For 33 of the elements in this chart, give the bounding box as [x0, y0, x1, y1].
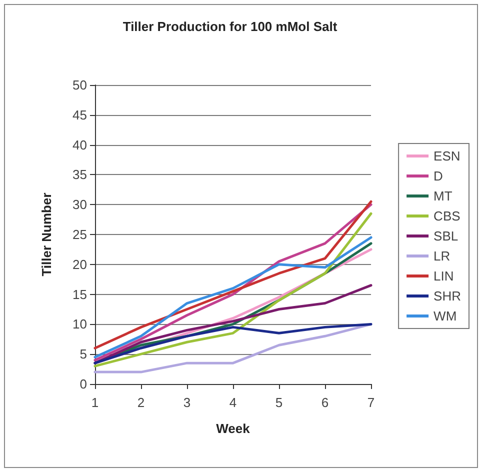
- line-series: [94, 322, 372, 374]
- legend-label: ESN: [434, 148, 460, 164]
- x-axis-title: Week: [216, 421, 251, 436]
- legend-label: MT: [434, 188, 452, 204]
- x-tick-label: 7: [367, 395, 375, 410]
- x-tick-label: 5: [275, 395, 283, 410]
- y-tick-label: 35: [72, 167, 87, 182]
- x-tick-label: 1: [91, 395, 99, 410]
- y-tick-label: 30: [72, 197, 87, 212]
- x-tick-label: 4: [229, 395, 237, 410]
- y-tick-label: 45: [72, 107, 87, 122]
- legend-label: WM: [434, 308, 457, 324]
- legend-label: LR: [434, 248, 450, 264]
- x-tick-label: 2: [137, 395, 145, 410]
- y-tick-label: 50: [72, 78, 87, 92]
- legend-label: CBS: [434, 208, 461, 224]
- y-tick-label: 40: [72, 137, 87, 152]
- y-tick-label: 0: [80, 376, 87, 392]
- y-tick-label: 5: [80, 346, 87, 362]
- line-series: [94, 322, 372, 364]
- x-tick-label: 3: [183, 395, 191, 410]
- legend-label: SBL: [434, 228, 458, 244]
- y-axis-title: Tiller Number: [39, 192, 54, 276]
- y-tick-label: 15: [72, 286, 87, 302]
- legend-label: D: [434, 168, 443, 184]
- legend-label: SHR: [434, 288, 462, 304]
- y-tick-label: 20: [72, 256, 87, 272]
- y-tick-label: 10: [72, 316, 87, 332]
- legend-label: LIN: [434, 268, 454, 284]
- chart-title: Tiller Production for 100 mMol Salt: [122, 19, 338, 34]
- y-tick-label: 25: [72, 227, 87, 242]
- line-series: [94, 284, 372, 364]
- x-tick-label: 6: [321, 395, 329, 410]
